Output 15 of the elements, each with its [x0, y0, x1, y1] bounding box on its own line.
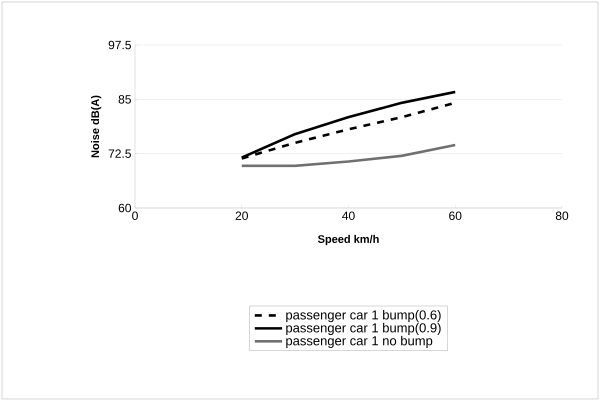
legend-label: passenger car 1 no bump: [286, 336, 432, 348]
x-tick-label: 80: [556, 212, 568, 220]
legend-label: passenger car 1 bump(0.6): [286, 310, 441, 322]
y-tick-label: 72.5: [108, 149, 131, 158]
y-axis-title: Noise dB(A): [91, 96, 102, 158]
line-series: [240, 144, 457, 168]
x-tick-label: 60: [449, 212, 462, 220]
x-tick-label: 0: [132, 212, 138, 220]
x-tick-label: 40: [342, 212, 355, 220]
x-tick-label: 20: [236, 212, 248, 220]
x-axis-title: Speed km/h: [318, 234, 379, 246]
y-tick-label: 60: [118, 204, 132, 212]
legend-label: passenger car 1 bump(0.9): [286, 322, 441, 336]
y-tick-label: 85: [118, 95, 131, 104]
y-tick-label: 97.5: [108, 40, 131, 50]
